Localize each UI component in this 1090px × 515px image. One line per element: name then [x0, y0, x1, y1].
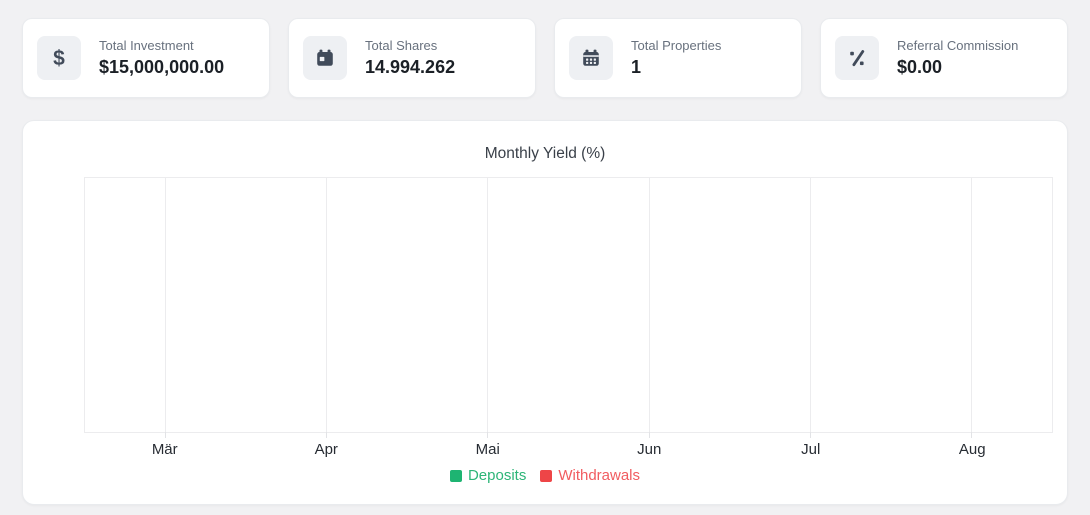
stat-value: 1	[631, 57, 642, 77]
percent-icon	[835, 36, 879, 80]
stat-card-total-investment: $ Total Investment $15,000,000.00	[22, 18, 270, 98]
calendar-days-icon	[569, 36, 613, 80]
gridline	[648, 178, 650, 432]
gridline	[165, 178, 167, 432]
legend-marker-deposits	[449, 470, 462, 482]
stat-card-total-shares: Total Shares 14.994.262	[288, 18, 536, 98]
x-axis-label: Apr	[314, 441, 338, 458]
chart-title: Monthly Yield (%)	[484, 145, 606, 162]
axis-tick	[648, 432, 650, 438]
stats-row: $ Total Investment $15,000,000.00 Total …	[22, 18, 1068, 98]
x-axis-label: Mai	[475, 441, 500, 458]
chart-legend: Deposits Withdrawals	[23, 468, 1067, 484]
axis-tick	[165, 432, 167, 438]
gridline	[970, 178, 972, 432]
monthly-yield-chart-card: Monthly Yield (%) Mär Apr Mai Jun Jul Au…	[22, 120, 1068, 505]
gridline	[487, 178, 489, 432]
stat-value: $15,000,000.00	[99, 57, 225, 77]
x-axis-labels: Mär Apr Mai Jun Jul Aug	[84, 441, 1053, 461]
legend-marker-withdrawals	[540, 470, 553, 482]
calendar-icon	[303, 36, 347, 80]
axis-tick	[326, 432, 328, 438]
axis-tick	[970, 432, 972, 438]
legend-label: Deposits	[467, 467, 527, 484]
legend-label: Withdrawals	[558, 467, 641, 484]
gridline	[326, 178, 328, 432]
x-axis-label: Jul	[801, 441, 821, 458]
x-axis-label: Jun	[637, 441, 662, 458]
stat-value: 14.994.262	[365, 57, 456, 77]
legend-item-withdrawals[interactable]: Withdrawals	[540, 468, 640, 484]
x-axis-label: Mär	[151, 441, 178, 458]
axis-tick	[487, 432, 489, 438]
stat-card-referral-commission: Referral Commission $0.00	[820, 18, 1068, 98]
dollar-icon: $	[37, 36, 81, 80]
stat-label: Total Investment	[99, 38, 194, 53]
stat-card-total-properties: Total Properties 1	[554, 18, 802, 98]
x-axis-label: Aug	[958, 441, 986, 458]
chart-plot-area	[84, 177, 1053, 438]
gridline	[809, 178, 811, 432]
stat-label: Total Properties	[631, 38, 722, 53]
stat-label: Referral Commission	[897, 38, 1019, 53]
axis-tick	[809, 432, 811, 438]
legend-item-deposits[interactable]: Deposits	[449, 467, 527, 484]
stat-value: $0.00	[897, 57, 943, 77]
stat-label: Total Shares	[365, 38, 438, 53]
